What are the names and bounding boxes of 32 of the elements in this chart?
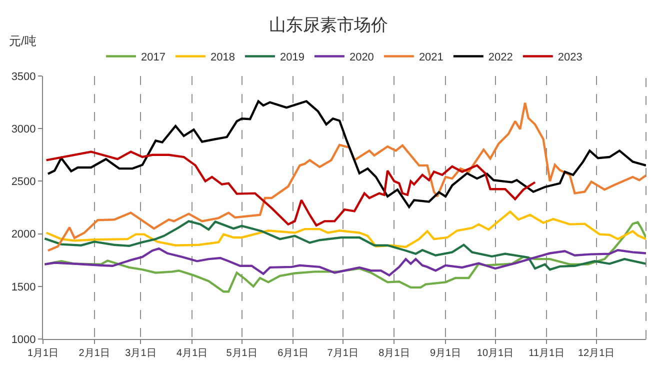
line-series <box>45 210 646 248</box>
x-tick-label: 4月1日 <box>176 348 208 359</box>
y-tick-label: 3500 <box>11 70 36 83</box>
legend-label: 2018 <box>210 52 235 64</box>
legend-label: 2021 <box>418 52 444 64</box>
x-tick-label: 9月1日 <box>430 348 462 359</box>
y-tick-label: 1000 <box>11 334 36 346</box>
y-tick-label: 2500 <box>11 176 36 188</box>
chart-title: 山东尿素市场价 <box>269 15 388 36</box>
x-tick-label: 11月1日 <box>528 348 565 359</box>
x-tick-label: 2月1日 <box>78 348 110 359</box>
x-tick-label: 6月1日 <box>278 348 309 359</box>
x-tick-label: 3月1日 <box>125 348 156 359</box>
legend-label: 2020 <box>349 52 374 64</box>
x-tick-label: 8月1日 <box>378 348 410 359</box>
y-axis-title: 元/吨 <box>9 34 36 48</box>
legend-label: 2019 <box>280 52 304 64</box>
x-tick-label: 10月1日 <box>476 348 514 359</box>
line-series <box>46 102 646 252</box>
y-tick-label: 2000 <box>11 228 36 241</box>
x-tick-label: 1月1日 <box>27 348 59 359</box>
line-series <box>44 247 646 276</box>
legend-label: 2023 <box>558 52 582 64</box>
legend-label: 2017 <box>141 52 166 64</box>
x-tick-label: 12月1日 <box>578 348 615 359</box>
x-tick-label: 5月1日 <box>226 348 258 359</box>
line-series <box>46 100 646 208</box>
legend-label: 2022 <box>488 52 513 64</box>
line-series <box>44 220 646 271</box>
y-tick-label: 1500 <box>11 281 36 294</box>
y-tick-label: 3000 <box>11 123 36 136</box>
x-tick-label: 7月1日 <box>327 348 358 359</box>
